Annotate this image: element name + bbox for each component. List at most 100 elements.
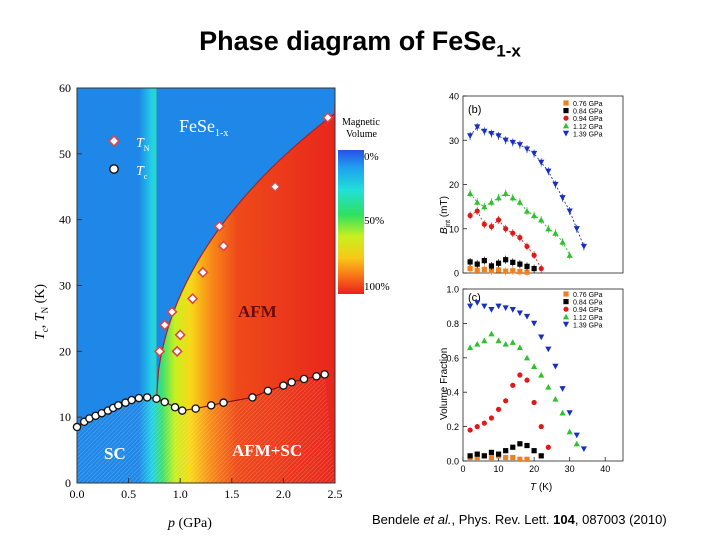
tn-point	[322, 111, 334, 124]
x-tick-label: 1.0	[173, 487, 188, 501]
panel-c-point	[545, 444, 551, 450]
panel-b-point	[510, 268, 516, 274]
panel-c-point	[510, 444, 516, 450]
panel-c-point	[502, 305, 509, 312]
panel-c-y-tick-label: 0.0	[446, 457, 459, 467]
citation-etal: et al.	[423, 512, 452, 527]
panel-c-point	[538, 371, 545, 378]
panel-c-point	[510, 454, 516, 461]
citation-volume: 104	[553, 512, 575, 527]
panel-b-point	[538, 216, 545, 223]
panel-c-legend-marker	[562, 321, 570, 328]
panel-c-point	[566, 410, 573, 416]
panel-b-point	[488, 263, 495, 269]
panel-c-point	[481, 453, 487, 459]
tn-point	[171, 345, 183, 357]
region-label-sc: SC	[104, 444, 126, 463]
legend: TN Tc	[107, 134, 150, 181]
panel-b-legend-label: 1.12 GPa	[573, 124, 603, 131]
title-subscript: 1-x	[496, 41, 521, 61]
panel-b-legend-marker	[562, 122, 570, 129]
citation-journal: , Phys. Rev. Lett.	[451, 512, 554, 527]
panel-b-point	[516, 142, 523, 148]
panel-c-point	[488, 449, 495, 455]
sc-region-hatch	[77, 374, 335, 483]
legend-tc-marker	[109, 164, 119, 174]
panel-b-point	[488, 223, 495, 230]
panel-b-y-tick-label: 40	[449, 92, 459, 102]
tc-point	[178, 406, 187, 415]
panel-b-point	[488, 131, 495, 137]
panel-c-series	[467, 300, 587, 462]
region-label-afm-sc: AFM+SC	[232, 441, 302, 460]
panel-b-point	[524, 269, 530, 275]
panel-b-point	[467, 259, 473, 265]
panel-b-ylabel: Bint (mT)	[439, 196, 452, 234]
panel-c-x-tick-label: 40	[600, 464, 610, 474]
panel-b-point	[481, 203, 488, 210]
panel-c-point	[474, 451, 480, 457]
panel-c-x-tick-label: 0	[460, 464, 465, 474]
panel-c-point	[573, 432, 580, 439]
x-tick-label: 0.0	[70, 487, 85, 501]
panel-b-point	[474, 261, 480, 267]
panel-c-point	[524, 456, 530, 462]
panel-c-frame	[462, 288, 624, 462]
panel-b-point	[531, 150, 538, 157]
panel-b-point	[523, 146, 531, 153]
panel-c-y-tick-label: 0.8	[446, 319, 459, 329]
panel-c-point	[488, 330, 495, 337]
panel-b-fit-curve	[469, 126, 585, 247]
panel-c-point	[531, 448, 537, 454]
panel-c-legend-marker	[563, 306, 569, 312]
panel-b-legend-label: 0.76 GPa	[573, 101, 603, 108]
tc-point	[134, 393, 144, 403]
colorbar-label-100: 100%	[364, 281, 390, 293]
panel-b-y-ticks: 0 10 20 30 40	[449, 92, 467, 279]
panel-c-point	[503, 398, 509, 404]
panel-c-point	[524, 377, 530, 383]
panel-b-point	[481, 266, 487, 273]
panel-b-point	[488, 199, 495, 205]
panel-b-point	[488, 268, 495, 274]
panel-b-y-tick-label: 10	[449, 224, 459, 234]
panel-c-point	[524, 442, 530, 449]
panel-b-legend-marker	[563, 100, 569, 106]
panel-b-point	[517, 261, 523, 267]
panel-b-y-tick-label: 0	[454, 269, 459, 279]
panel-b-point	[573, 226, 580, 232]
panel-c-point	[516, 310, 523, 317]
panel-c-point	[474, 424, 480, 430]
y-axis-ticks: 0 10 20 30 40 50 60	[59, 81, 82, 490]
panel-c-point	[481, 420, 487, 426]
tn-point	[197, 266, 209, 278]
panel-c-point	[559, 386, 566, 392]
panel-c-point	[495, 337, 502, 344]
y-tick-label: 0	[65, 476, 71, 490]
tc-series	[72, 370, 329, 432]
panel-c-point	[517, 441, 523, 447]
panel-b-legend-label: 0.84 GPa	[573, 109, 603, 116]
afm-region-top-shade	[156, 88, 335, 399]
panel-c-point	[531, 399, 537, 406]
tc-point	[279, 381, 288, 390]
panel-b-point	[474, 208, 480, 214]
tc-point	[170, 403, 180, 412]
panel-b-point	[467, 265, 473, 272]
panel-c-point	[467, 453, 473, 459]
slide-title: Phase diagram of FeSe1-x	[0, 26, 720, 61]
panel-c-point	[502, 340, 509, 347]
panel-c-x-tick-label: 30	[565, 464, 575, 474]
panel-b-point	[524, 243, 530, 250]
legend-tn-marker	[107, 134, 121, 148]
panel-b-point	[509, 194, 516, 201]
tc-point	[287, 378, 296, 387]
panel-c-point	[495, 451, 502, 457]
panel-b-point	[495, 260, 502, 266]
panel-b-legend-label: 0.94 GPa	[573, 116, 603, 123]
legend-tc-label: Tc	[136, 164, 148, 181]
tn-fit-line	[155, 113, 335, 399]
panel-b-point	[566, 252, 573, 258]
